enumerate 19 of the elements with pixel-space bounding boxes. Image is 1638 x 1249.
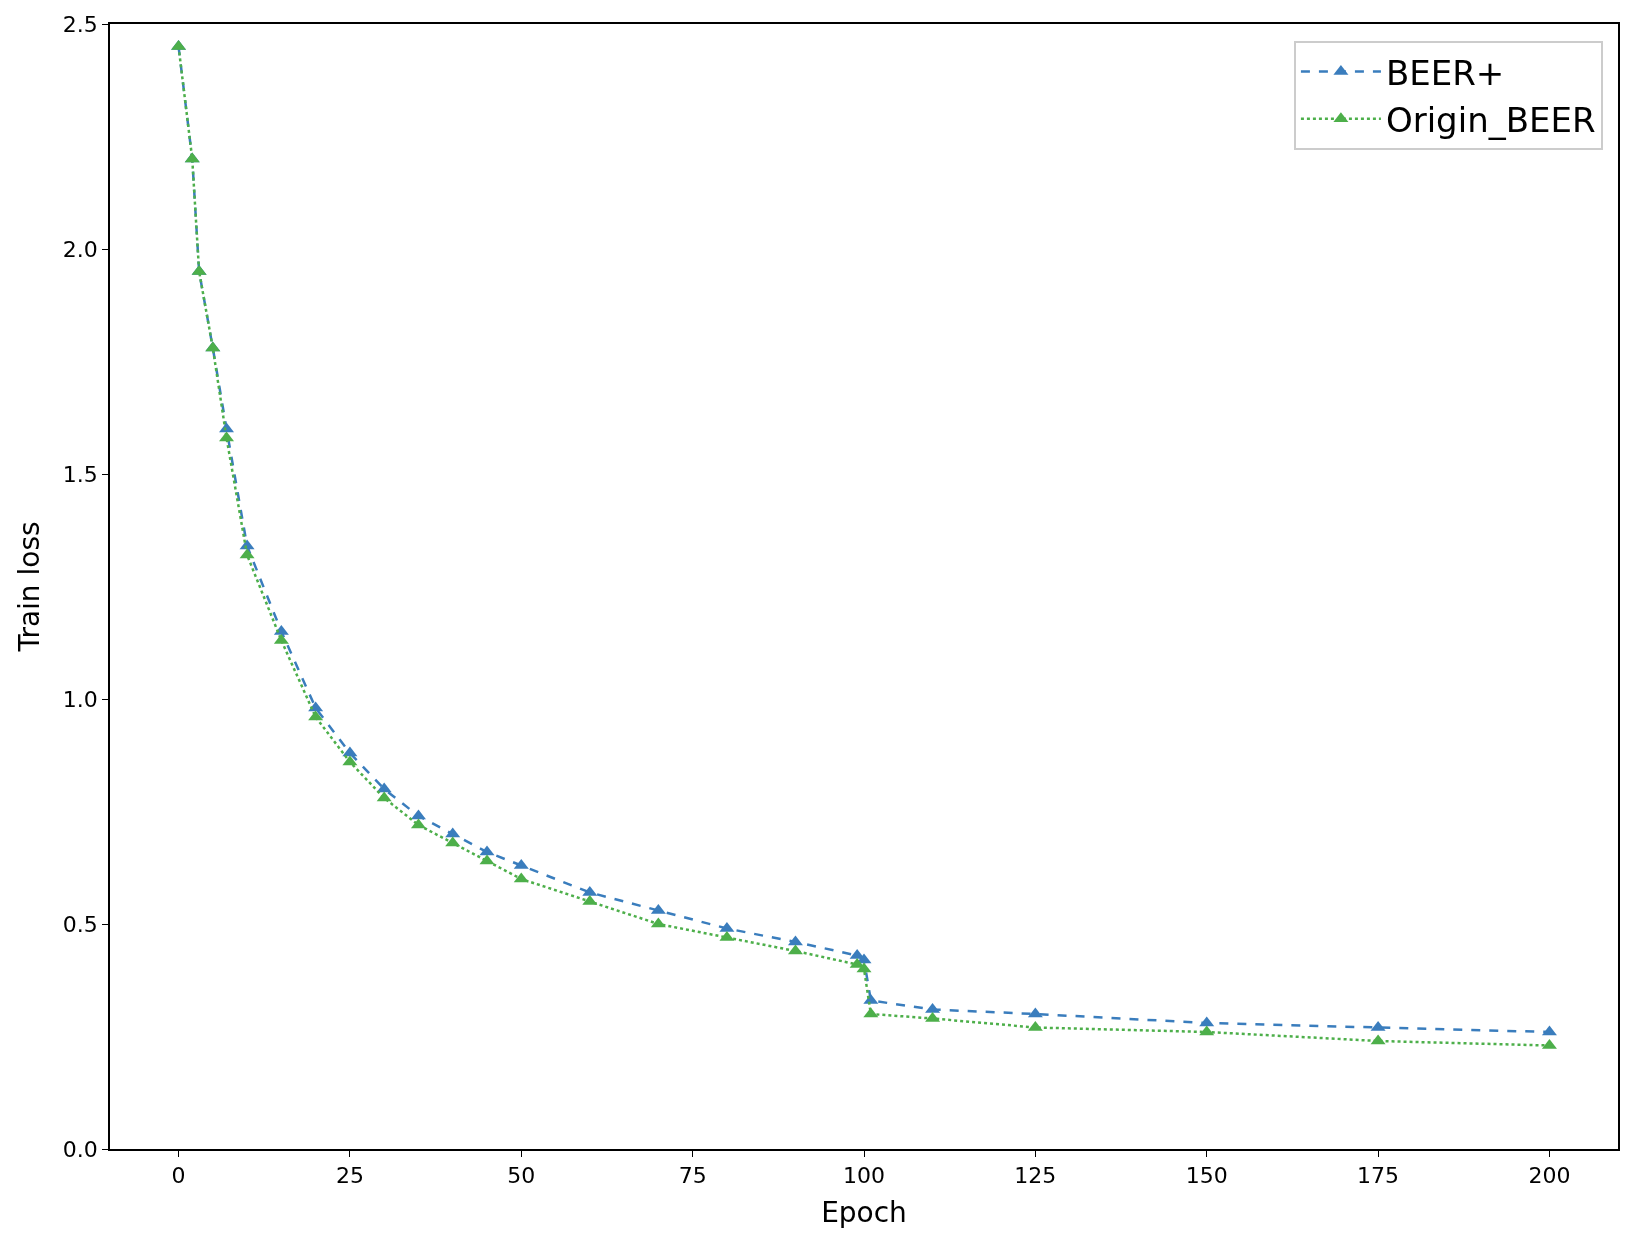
x-tick-label: 150	[1185, 1163, 1228, 1189]
y-tick-label: 0.0	[62, 1136, 98, 1162]
x-tick-label: 75	[678, 1163, 707, 1189]
x-tick-label: 50	[507, 1163, 536, 1189]
y-tick-label: 1.0	[62, 686, 98, 712]
legend-label: BEER+	[1385, 52, 1505, 93]
x-tick-label: 200	[1528, 1163, 1571, 1189]
x-tick-label: 0	[171, 1163, 186, 1189]
x-tick-label: 25	[335, 1163, 364, 1189]
y-tick-label: 1.5	[62, 461, 98, 487]
x-tick-label: 100	[843, 1163, 885, 1189]
x-tick-label: 125	[1014, 1163, 1057, 1189]
y-tick-label: 2.0	[62, 236, 98, 262]
y-axis-title: Train loss	[13, 521, 47, 653]
legend-label: Origin_BEER	[1385, 99, 1596, 140]
x-tick-label: 175	[1357, 1163, 1400, 1189]
y-tick-label: 0.5	[62, 911, 98, 937]
y-tick-label: 2.5	[62, 11, 98, 37]
x-axis-title: Epoch	[821, 1195, 907, 1229]
